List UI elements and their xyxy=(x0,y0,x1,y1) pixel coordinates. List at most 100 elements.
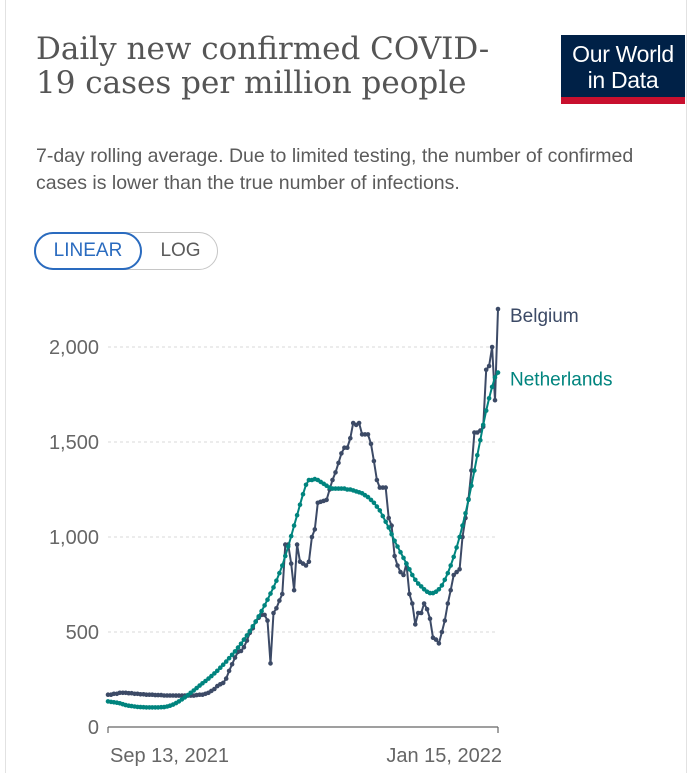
legend-label-netherlands: Netherlands xyxy=(510,370,612,391)
data-point xyxy=(495,370,501,375)
data-point xyxy=(215,668,220,674)
data-point xyxy=(469,483,474,488)
data-point xyxy=(268,661,273,666)
data-point xyxy=(398,569,403,575)
data-point xyxy=(472,468,477,473)
data-point xyxy=(404,561,409,566)
data-point xyxy=(250,624,256,629)
data-point xyxy=(401,555,406,561)
data-point xyxy=(247,628,253,634)
data-point xyxy=(439,583,445,588)
linear-scale-button[interactable]: LINEAR xyxy=(34,232,142,270)
legend-label-belgium: Belgium xyxy=(510,306,579,327)
data-point xyxy=(312,527,318,532)
data-point xyxy=(294,512,300,518)
data-point xyxy=(294,542,300,547)
data-point xyxy=(280,591,285,597)
data-point xyxy=(348,435,353,441)
series-line-netherlands xyxy=(107,372,499,709)
data-point xyxy=(241,644,247,650)
data-point xyxy=(238,641,244,647)
data-point xyxy=(253,619,258,624)
data-point xyxy=(410,572,415,578)
card-border-left xyxy=(5,0,6,773)
data-point xyxy=(478,437,483,443)
y-tick-label: 0 xyxy=(88,717,99,739)
data-point xyxy=(383,485,389,490)
data-point xyxy=(283,553,288,559)
log-scale-button[interactable]: LOG xyxy=(160,240,201,261)
line-chart: 0 500 1,000 1,500 2,000 Sep 13, 2021 Jan 15, 2… xyxy=(49,306,613,767)
data-point xyxy=(483,408,489,413)
data-point xyxy=(451,554,457,560)
data-point xyxy=(274,606,279,611)
data-point xyxy=(398,549,403,555)
data-point xyxy=(232,649,238,654)
data-point xyxy=(226,655,232,661)
data-point xyxy=(232,655,238,660)
data-point xyxy=(436,587,442,592)
data-point xyxy=(418,610,424,616)
data-point xyxy=(392,553,397,559)
data-point xyxy=(445,570,451,576)
data-point xyxy=(492,375,498,380)
data-point xyxy=(454,545,459,550)
data-point xyxy=(220,680,226,686)
data-point xyxy=(368,441,374,447)
data-point xyxy=(235,645,241,650)
series-netherlands xyxy=(105,370,501,710)
data-point xyxy=(483,367,489,373)
data-point xyxy=(371,500,377,506)
data-point xyxy=(303,482,309,488)
chart-title: Daily new confirmed COVID-19 cases per m… xyxy=(36,31,490,101)
data-point xyxy=(303,563,309,568)
data-point xyxy=(377,508,383,513)
data-point xyxy=(368,497,374,503)
data-point xyxy=(324,497,329,503)
data-point xyxy=(330,477,335,483)
data-point xyxy=(212,686,217,692)
data-point xyxy=(226,668,232,674)
data-point xyxy=(339,451,344,456)
data-point xyxy=(374,504,380,509)
data-point xyxy=(460,523,465,528)
data-point xyxy=(288,561,294,566)
data-point xyxy=(492,397,498,403)
data-point xyxy=(268,591,273,596)
data-point xyxy=(457,567,462,572)
data-point xyxy=(386,515,392,521)
data-point xyxy=(442,577,448,583)
data-point xyxy=(365,494,371,500)
data-point xyxy=(389,531,394,537)
grid-layer xyxy=(108,346,498,728)
data-point xyxy=(486,363,492,369)
label-layer: Belgium Netherlands xyxy=(510,306,612,391)
data-point xyxy=(356,420,362,426)
data-point xyxy=(309,534,315,540)
owid-logo[interactable]: Our World in Data xyxy=(561,35,685,104)
data-point xyxy=(480,422,486,428)
data-point xyxy=(475,453,480,458)
data-point xyxy=(486,396,492,401)
data-point xyxy=(288,533,294,539)
data-point xyxy=(229,662,235,667)
y-tick-label: 1,000 xyxy=(49,527,99,549)
data-point xyxy=(262,612,267,618)
data-point xyxy=(386,525,392,530)
x-tick-label: Sep 13, 2021 xyxy=(110,745,229,767)
data-point xyxy=(336,460,341,466)
data-point xyxy=(418,584,424,589)
data-point xyxy=(413,622,418,627)
data-point xyxy=(451,572,457,578)
data-point xyxy=(274,578,279,583)
y-tick-label: 1,500 xyxy=(49,432,99,454)
data-point xyxy=(280,563,285,568)
data-point xyxy=(209,673,214,679)
series-line-belgium xyxy=(108,308,499,697)
data-point xyxy=(427,616,433,621)
data-point xyxy=(407,567,412,572)
axis-layer: 0 500 1,000 1,500 2,000 Sep 13, 2021 Jan 15, 2… xyxy=(49,337,502,767)
x-tick-label: Jan 15, 2022 xyxy=(386,745,502,767)
y-tick-label: 500 xyxy=(66,622,99,644)
